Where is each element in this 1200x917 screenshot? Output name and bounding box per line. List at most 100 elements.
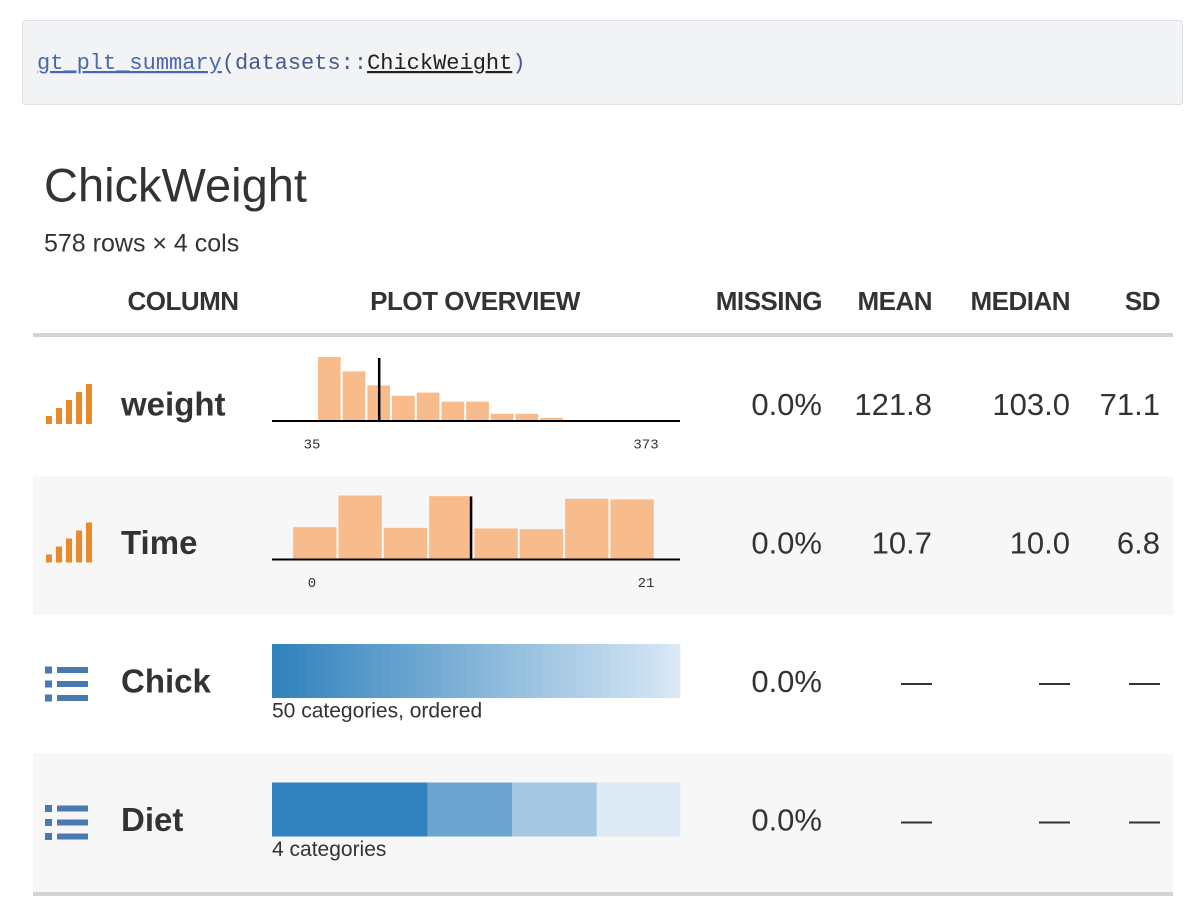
- category-segment: [636, 644, 646, 698]
- category-segment: [272, 782, 428, 837]
- cell-median: —: [1039, 664, 1070, 699]
- histogram-bar: [466, 401, 489, 421]
- category-segment: [399, 644, 408, 698]
- cell-missing: 0.0%: [751, 526, 822, 561]
- list-icon-dot: [45, 680, 52, 688]
- histogram-bar: [610, 499, 654, 560]
- category-segment: [678, 644, 681, 698]
- numeric-icon-bar: [56, 408, 62, 424]
- cell-median: —: [1039, 803, 1070, 838]
- cell-median: 103.0: [992, 387, 1070, 422]
- category-segment: [653, 644, 662, 698]
- list-icon-line: [57, 805, 88, 812]
- category-segment: [339, 644, 349, 698]
- row-name: Diet: [121, 801, 183, 838]
- code-text: (datasets::: [222, 51, 367, 76]
- category-segment: [449, 644, 459, 698]
- category-segment: [432, 644, 442, 698]
- numeric-icon-bar: [86, 384, 92, 424]
- code-box: [22, 20, 1183, 105]
- category-segment: [314, 644, 324, 698]
- numeric-icon-bar: [46, 554, 52, 563]
- code-function[interactable]: gt_plt_summary: [37, 51, 222, 76]
- category-segment: [305, 644, 315, 698]
- numeric-icon-bar: [76, 530, 82, 563]
- x-tick-label: 21: [638, 576, 655, 592]
- code-link[interactable]: ChickWeight: [367, 51, 512, 76]
- column-header: MISSING: [716, 286, 822, 316]
- category-segment: [627, 644, 637, 698]
- cell-mean: —: [901, 664, 932, 699]
- category-segment: [475, 644, 485, 698]
- category-segment: [348, 644, 358, 698]
- category-segment: [441, 644, 451, 698]
- histogram-bar: [383, 527, 428, 560]
- cell-median: 10.0: [1010, 526, 1070, 561]
- category-segment: [644, 644, 654, 698]
- column-header: PLOT OVERVIEW: [370, 286, 581, 316]
- category-segment: [382, 644, 391, 698]
- x-tick-label: 35: [304, 438, 321, 454]
- category-segment: [483, 644, 493, 698]
- cell-missing: 0.0%: [751, 387, 822, 422]
- column-header: COLUMN: [127, 286, 238, 316]
- category-segment: [610, 644, 620, 698]
- category-label: 4 categories: [272, 838, 386, 861]
- header-rule: [33, 333, 1173, 337]
- cell-sd: 71.1: [1100, 387, 1160, 422]
- category-segment: [288, 644, 298, 698]
- numeric-icon-bar: [56, 546, 62, 563]
- histogram-bar: [565, 498, 609, 560]
- x-tick-label: 373: [633, 438, 658, 454]
- table-title: ChickWeight: [44, 158, 307, 211]
- code-line: gt_plt_summary(datasets::ChickWeight): [37, 51, 526, 76]
- list-icon-line: [57, 667, 88, 673]
- list-icon-dot: [45, 805, 52, 812]
- numeric-icon-bar: [46, 416, 52, 424]
- table: COLUMN PLOT OVERVIEW MISSING MEAN MEDIAN SD we…: [33, 286, 1173, 896]
- category-segment: [427, 782, 513, 837]
- category-segment: [424, 644, 434, 698]
- cell-missing: 0.0%: [751, 803, 822, 838]
- category-segment: [356, 644, 366, 698]
- histogram-bar: [441, 401, 465, 421]
- histogram-bar: [515, 413, 539, 421]
- histogram-bar: [392, 395, 415, 421]
- histogram-bar: [474, 528, 518, 560]
- list-icon-dot: [45, 694, 52, 702]
- category-segment: [390, 644, 400, 698]
- category-segment: [509, 644, 518, 698]
- category-segment: [297, 644, 307, 698]
- category-segment: [551, 644, 561, 698]
- category-segment: [585, 644, 595, 698]
- category-segment: [458, 644, 468, 698]
- histogram-bar: [490, 413, 514, 421]
- column-header: MEDIAN: [970, 286, 1070, 316]
- category-segment: [619, 644, 629, 698]
- list-icon-dot: [45, 833, 52, 840]
- cell-sd: —: [1129, 803, 1160, 838]
- histogram-bar: [540, 417, 563, 421]
- cell-sd: 6.8: [1117, 526, 1160, 561]
- list-icon-line: [57, 695, 88, 701]
- category-segment: [596, 782, 681, 837]
- row-background: [33, 338, 1173, 477]
- category-segment: [280, 644, 290, 698]
- histogram-bar: [342, 371, 366, 421]
- category-segment: [517, 644, 527, 698]
- histogram-bar: [519, 529, 564, 560]
- category-segment: [534, 644, 544, 698]
- cell-sd: —: [1129, 664, 1160, 699]
- table-subtitle: 578 rows × 4 cols: [44, 230, 239, 258]
- category-segment: [492, 644, 502, 698]
- row-name: weight: [120, 386, 226, 423]
- cell-mean: 121.8: [854, 387, 932, 422]
- cell-mean: 10.7: [872, 526, 932, 561]
- list-icon-line: [57, 819, 88, 826]
- row-name: Chick: [121, 663, 212, 700]
- category-segment: [365, 644, 374, 698]
- category-segment: [668, 644, 674, 698]
- numeric-icon-bar: [86, 522, 92, 563]
- histogram-bar: [429, 496, 473, 560]
